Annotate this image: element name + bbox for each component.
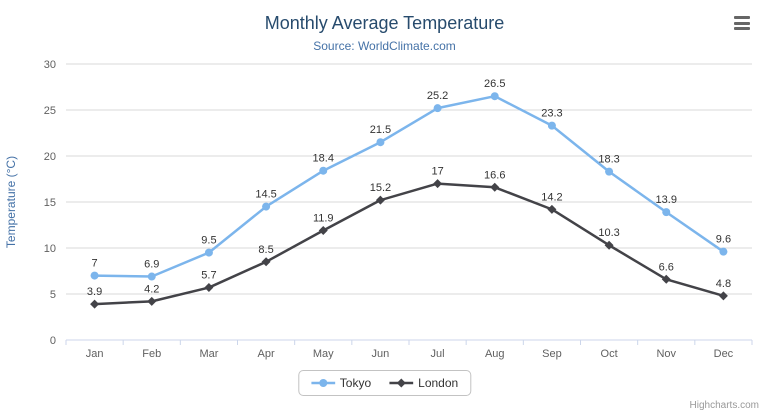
data-label: 14.5 (255, 189, 276, 201)
data-label: 3.9 (87, 286, 102, 298)
data-label: 18.3 (598, 154, 619, 166)
data-label: 14.2 (541, 191, 562, 203)
x-axis-tick-label: Jan (86, 348, 104, 360)
data-point-marker[interactable] (261, 257, 271, 267)
data-point-marker[interactable] (433, 179, 443, 189)
x-axis-tick-label: Sep (542, 348, 562, 360)
data-point-marker[interactable] (547, 121, 556, 130)
data-label: 23.3 (541, 108, 562, 120)
x-axis-tick-label: Oct (601, 348, 618, 360)
data-point-marker[interactable] (490, 92, 499, 101)
data-point-marker[interactable] (147, 272, 156, 281)
data-point-marker[interactable] (375, 195, 385, 205)
data-point-marker[interactable] (661, 274, 671, 284)
data-point-marker[interactable] (319, 166, 328, 175)
data-point-marker[interactable] (262, 202, 271, 211)
data-label: 6.6 (659, 261, 674, 273)
x-axis-tick-label: Apr (258, 348, 275, 360)
y-axis-tick-label: 15 (44, 197, 56, 209)
hamburger-bar (734, 27, 750, 30)
y-axis-title: Temperature (°C) (4, 156, 18, 248)
series-london: 3.9 4.2 5.7 8.5 11.9 15.2 17 16.6 14.2 10.3 6.6 4.8 (87, 166, 731, 309)
chart-subtitle: Source: WorldClimate.com (313, 39, 456, 53)
data-point-marker[interactable] (719, 247, 728, 256)
y-axis-tick-label: 30 (44, 59, 56, 71)
export-menu-button hamburger-icon[interactable] (729, 12, 755, 34)
data-point-marker[interactable] (204, 283, 214, 293)
x-axis-tick-label: Nov (656, 348, 676, 360)
data-label: 5.7 (201, 270, 216, 282)
series-line (93, 94, 725, 278)
x-axis-tick-label: Dec (714, 348, 734, 360)
series-line (93, 182, 725, 306)
london-legend-marker-icon (389, 378, 414, 388)
data-point-marker[interactable] (718, 291, 728, 301)
x-axis-tick-label: Jul (431, 348, 445, 360)
data-point-marker[interactable] (490, 182, 500, 192)
y-axis-tick-label: 10 (44, 243, 56, 255)
legend-label-london: London (418, 376, 459, 390)
data-point-marker[interactable] (433, 104, 442, 113)
legend-item-tokyo[interactable]: Tokyo (310, 376, 372, 390)
tokyo-legend-marker-icon (310, 379, 335, 387)
data-point-marker[interactable] (547, 204, 557, 214)
data-label: 21.5 (370, 124, 391, 136)
data-point-marker[interactable] (90, 299, 100, 309)
data-point-marker[interactable] (204, 248, 213, 257)
legend-item-london[interactable]: London (389, 376, 458, 390)
data-label: 25.2 (427, 90, 448, 102)
data-label: 26.5 (484, 78, 505, 90)
data-label: 9.5 (201, 235, 216, 247)
highcharts-credits-link[interactable]: Highcharts.com (689, 400, 759, 411)
data-label: 9.6 (716, 234, 731, 246)
data-label: 16.6 (484, 169, 505, 181)
legend: Tokyo London (297, 370, 472, 396)
data-label: 10.3 (598, 227, 619, 239)
data-point-marker[interactable] (90, 271, 99, 280)
hamburger-bar (734, 21, 750, 25)
diamond-marker-icon (396, 378, 406, 388)
series-tokyo: 7 6.9 9.5 14.5 18.4 21.5 25.2 26.5 23.3 18.3 13.9 9… (90, 78, 731, 281)
data-label: 18.4 (313, 153, 334, 165)
chart-title: Monthly Average Temperature (264, 13, 505, 33)
x-axis-tick-label: May (313, 348, 334, 360)
data-label: 11.9 (313, 213, 334, 225)
data-point-marker[interactable] (376, 138, 385, 147)
data-point-marker[interactable] (662, 208, 671, 217)
data-label: 4.8 (716, 278, 731, 290)
data-label: 13.9 (656, 194, 677, 206)
y-axis-tick-label: 25 (44, 105, 56, 117)
data-point-marker[interactable] (318, 226, 328, 236)
x-axis-tick-label: Mar (199, 348, 218, 360)
data-label: 15.2 (370, 182, 391, 194)
data-label: 6.9 (144, 259, 159, 271)
data-point-marker[interactable] (604, 240, 614, 250)
data-label: 17 (431, 166, 443, 178)
x-axis-tick-label: Aug (485, 348, 505, 360)
legend-label-tokyo: Tokyo (339, 376, 372, 390)
data-point-marker[interactable] (605, 167, 614, 176)
x-axis-tick-label: Jun (372, 348, 390, 360)
data-label: 7 (92, 258, 98, 270)
y-axis-tick-label: 5 (50, 289, 56, 301)
x-axis-tick-label: Feb (142, 348, 161, 360)
hamburger-bar (734, 16, 750, 19)
data-label: 4.2 (144, 283, 159, 295)
data-label: 8.5 (258, 244, 273, 256)
y-axis-tick-label: 20 (44, 151, 56, 163)
data-point-marker[interactable] (147, 296, 157, 306)
y-axis-tick-label: 0 (50, 335, 56, 347)
circle-marker-icon (318, 379, 327, 387)
